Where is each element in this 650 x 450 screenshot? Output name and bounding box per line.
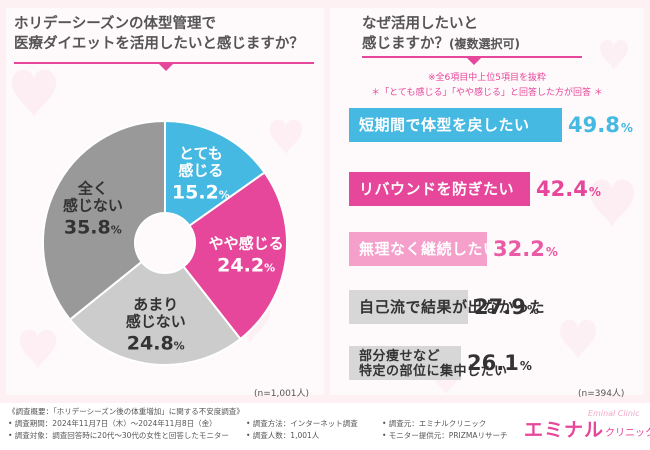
respondent-note: ＊「とても感じる」「やや感じる」と回答した方が回答 ＊ bbox=[371, 88, 603, 98]
survey-target: • 調査対象：調査回答時に20代〜30代の女性と回答したモニター bbox=[8, 431, 229, 440]
eminal-clinic-logo: Eminal Clinic エミナルクリニック bbox=[524, 409, 650, 441]
logo-sub: クリニック bbox=[605, 428, 650, 439]
sample-size-right: (n=394人) bbox=[578, 389, 625, 399]
bar-value: 27.9% bbox=[474, 295, 539, 319]
bar-fill bbox=[349, 172, 530, 206]
survey-count: • 調査人数：1,001人 bbox=[246, 431, 320, 440]
left-question-title: ホリデーシーズンの体型管理で 医療ダイエットを活用したいと感じますか？ bbox=[14, 14, 314, 71]
pie-slice-2 bbox=[182, 171, 288, 341]
right-title-pointer bbox=[466, 57, 482, 65]
pie-value: 24.2% bbox=[217, 254, 275, 276]
survey-title-note: 《調査概要：「ホリデーシーズン後の体重増加」に関する不安度調査》 bbox=[8, 407, 244, 416]
bar-fill bbox=[349, 290, 468, 324]
bar-label: 自己流で結果が出なかった bbox=[359, 298, 546, 316]
bar-value: 49.8% bbox=[568, 113, 633, 137]
left-question-line1: ホリデーシーズンの体型管理で bbox=[14, 16, 216, 32]
survey-method: • 調査方法：インターネット調査 bbox=[246, 419, 358, 428]
survey-period: • 調査期間：2024年11月7日（木）〜2024年11月8日（金） bbox=[8, 419, 217, 428]
left-title-pointer bbox=[158, 63, 174, 71]
excerpt-note: ※全6項目中上位5項目を抜粋 bbox=[428, 73, 546, 83]
bar-fill bbox=[349, 108, 562, 142]
logo-main: エミナル bbox=[524, 419, 605, 441]
bar-fill bbox=[349, 232, 487, 266]
pie-label-text: 感じる bbox=[178, 162, 223, 180]
pie-value: 15.2% bbox=[172, 182, 230, 204]
right-question-title: なぜ活用したいと 感じますか？(複数選択可) bbox=[362, 14, 592, 65]
survey-footer bbox=[0, 403, 650, 450]
pie-chart: とても感じる15.2%やや感じる24.2%あまり感じない24.8%全く感じない3… bbox=[42, 119, 288, 366]
right-question-line2: 感じますか？ bbox=[362, 36, 449, 52]
pie-value: 24.8% bbox=[127, 332, 185, 354]
bar-value: 26.1% bbox=[467, 351, 532, 375]
survey-source: • 調査元：エミナルクリニック bbox=[382, 419, 487, 428]
bar-fill bbox=[349, 346, 461, 380]
pie-slice-4 bbox=[42, 119, 166, 321]
pie-label-text: 感じない bbox=[63, 196, 123, 214]
right-question-line1: なぜ活用したいと bbox=[362, 16, 478, 32]
logo-script: Eminal Clinic bbox=[588, 409, 640, 418]
bar-value: 32.2% bbox=[493, 237, 558, 261]
pie-label-1: とても感じる 15.2% bbox=[172, 145, 230, 204]
bar-label: 部分痩せなど 特定の部位に集中したい bbox=[359, 349, 508, 379]
pie-value: 35.8% bbox=[64, 216, 122, 238]
pie-label-text: 全く bbox=[77, 179, 108, 197]
monitor-provider: • モニター提供元：PRIZMAリサーチ bbox=[382, 431, 508, 440]
bar-value: 42.4% bbox=[536, 177, 601, 201]
pie-label-text: 感じない bbox=[126, 312, 186, 330]
pie-label-text: やや感じる bbox=[209, 234, 284, 252]
pie-label-text: とても bbox=[179, 145, 223, 163]
left-question-line2: 医療ダイエットを活用したいと感じますか？ bbox=[14, 36, 304, 52]
sample-size-left: (n=1,001人) bbox=[254, 389, 310, 399]
bar-label: 短期間で体型を戻したい bbox=[359, 116, 530, 134]
bar-label: リバウンドを防ぎたい bbox=[359, 180, 515, 198]
pie-label-text: あまり bbox=[133, 295, 178, 313]
pie-slice-1 bbox=[164, 119, 266, 228]
pie-slice-3 bbox=[68, 260, 242, 366]
right-question-note: (複数選択可) bbox=[449, 37, 520, 51]
pie-label-2: やや感じる 24.2% bbox=[209, 234, 284, 276]
bar-label: 無理なく継続したい bbox=[359, 240, 499, 258]
